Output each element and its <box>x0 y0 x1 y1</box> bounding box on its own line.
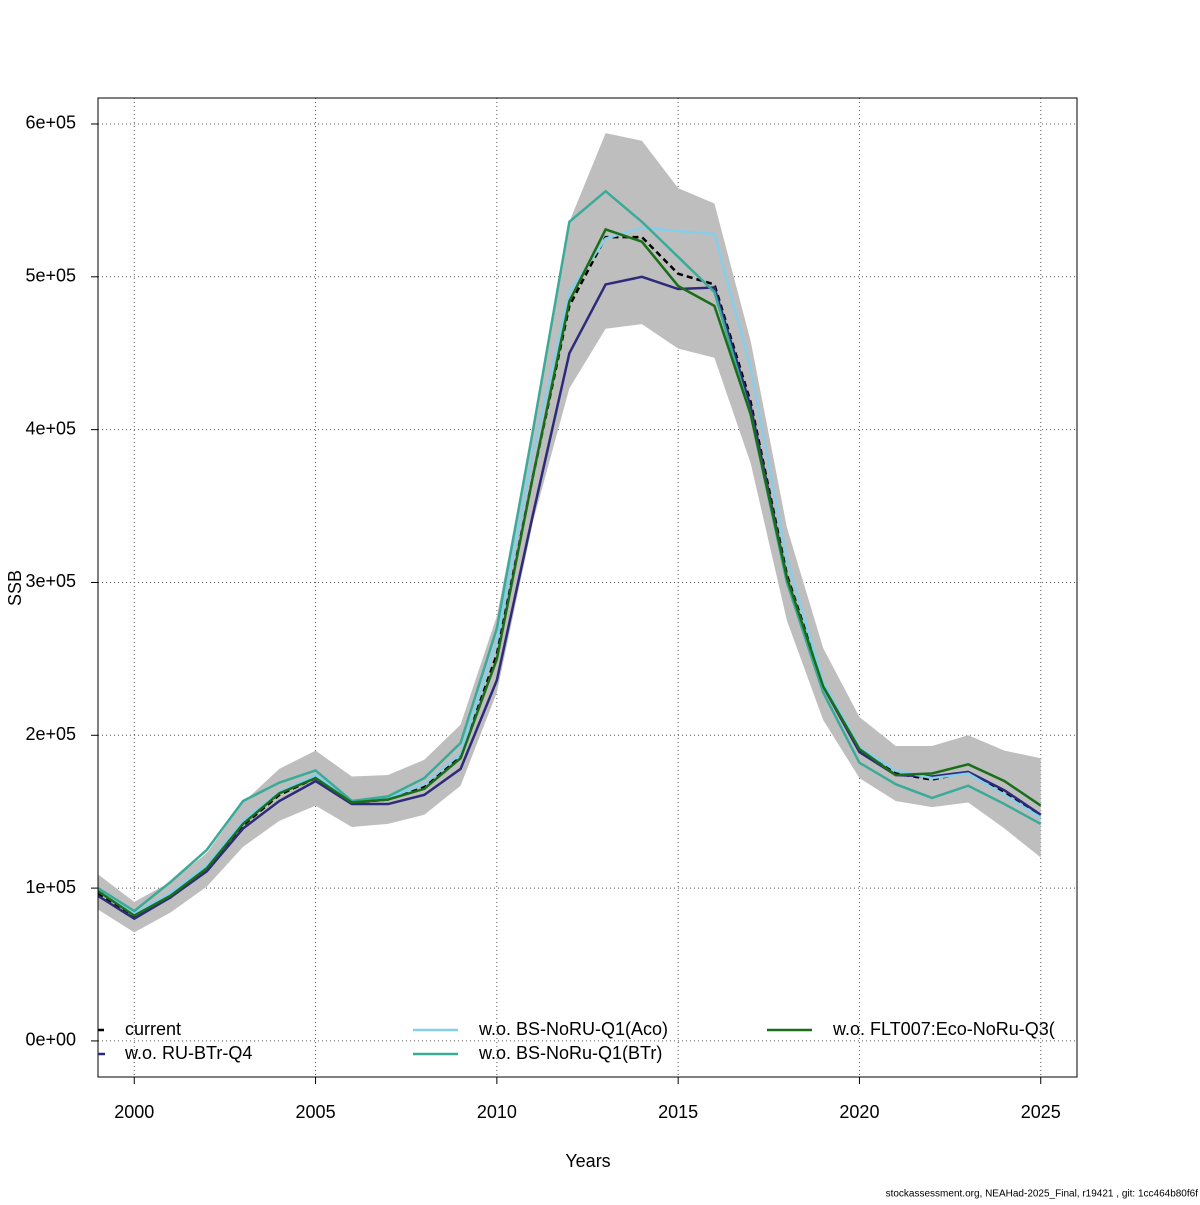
x-tick-label: 2000 <box>114 1102 154 1122</box>
y-tick-label: 6e+05 <box>25 113 76 133</box>
legend-label: w.o. BS-NoRU-Q1(Aco) <box>478 1019 668 1039</box>
y-axis-label: SSB <box>5 570 25 606</box>
y-tick-label: 5e+05 <box>25 266 76 286</box>
x-tick-label: 2005 <box>296 1102 336 1122</box>
x-tick-label: 2020 <box>839 1102 879 1122</box>
plot-area <box>98 98 1077 1077</box>
series-line <box>98 226 1042 916</box>
x-tick-label: 2015 <box>658 1102 698 1122</box>
y-tick-label: 1e+05 <box>25 877 76 897</box>
legend-label: w.o. RU-BTr-Q4 <box>124 1043 252 1063</box>
legend-label: current <box>125 1019 181 1039</box>
x-tick-label: 2025 <box>1021 1102 1061 1122</box>
legend-label: w.o. FLT007:Eco-NoRu-Q3( <box>832 1019 1055 1039</box>
legend-label: w.o. BS-NoRu-Q1(BTr) <box>478 1043 662 1063</box>
series-line <box>98 227 1042 918</box>
plot-frame <box>97 97 1078 1078</box>
y-tick-label: 4e+05 <box>25 418 76 438</box>
y-tick-label: 2e+05 <box>25 724 76 744</box>
y-tick-label: 0e+00 <box>25 1030 76 1050</box>
series-line <box>98 189 1042 913</box>
x-axis-label: Years <box>565 1151 610 1171</box>
y-tick-label: 3e+05 <box>25 571 76 591</box>
legend: current w.o. RU-BTr-Q4 w.o. BS-NoRU-Q1(Aco… <box>98 1019 1055 1063</box>
footer: stockassessment.org, NEAHad-2025_Final, … <box>886 1189 1199 1200</box>
confidence-band <box>98 133 1041 933</box>
x-tick-label: 2010 <box>477 1102 517 1122</box>
